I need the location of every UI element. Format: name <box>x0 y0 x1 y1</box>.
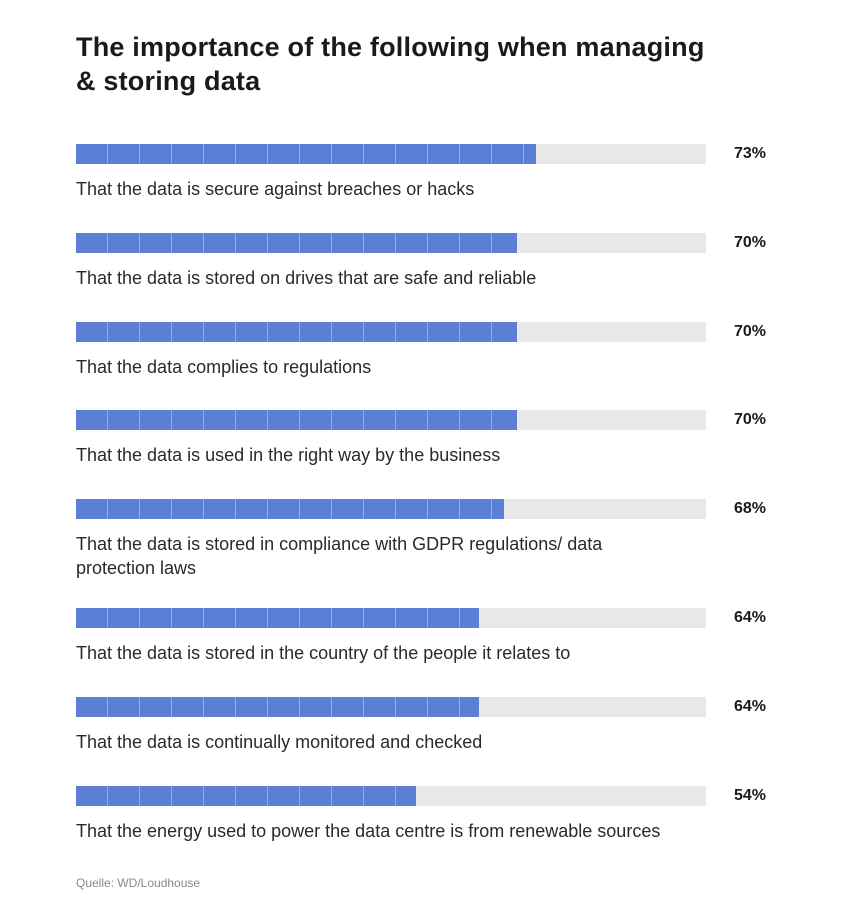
category-label: That the data is stored in compliance wi… <box>76 534 603 578</box>
bar-track <box>76 144 706 164</box>
bar-track <box>76 499 706 519</box>
data-label: 68% <box>733 500 766 517</box>
bar <box>76 499 505 519</box>
data-label: 70% <box>733 234 766 251</box>
data-label: 64% <box>733 698 766 715</box>
data-label: 73% <box>733 145 766 162</box>
bar <box>76 322 517 342</box>
bar <box>76 144 536 164</box>
category-label: That the data complies to regulations <box>76 357 372 377</box>
category-label: That the data is stored on drives that a… <box>76 268 537 288</box>
category-label: That the data is continually monitored a… <box>76 732 483 752</box>
bar-track <box>76 697 706 717</box>
bar <box>76 233 517 253</box>
category-label: That the energy used to power the data c… <box>76 821 661 841</box>
source-note: Quelle: WD/Loudhouse <box>76 876 201 890</box>
bar <box>76 608 480 628</box>
data-label: 54% <box>733 787 766 804</box>
bar-track <box>76 322 706 342</box>
category-label: That the data is used in the right way b… <box>76 445 501 465</box>
bar <box>76 786 417 806</box>
bar-track <box>76 608 706 628</box>
data-label: 64% <box>733 609 766 626</box>
data-label: 70% <box>733 323 766 340</box>
bar-track <box>76 233 706 253</box>
data-label: 70% <box>733 411 766 428</box>
bar <box>76 410 517 430</box>
bar <box>76 697 480 717</box>
category-label: That the data is stored in the country o… <box>76 643 571 663</box>
bar-track <box>76 410 706 430</box>
category-label: That the data is secure against breaches… <box>76 179 475 199</box>
chart-title: The importance of the following when man… <box>76 32 705 96</box>
bar-track <box>76 786 706 806</box>
